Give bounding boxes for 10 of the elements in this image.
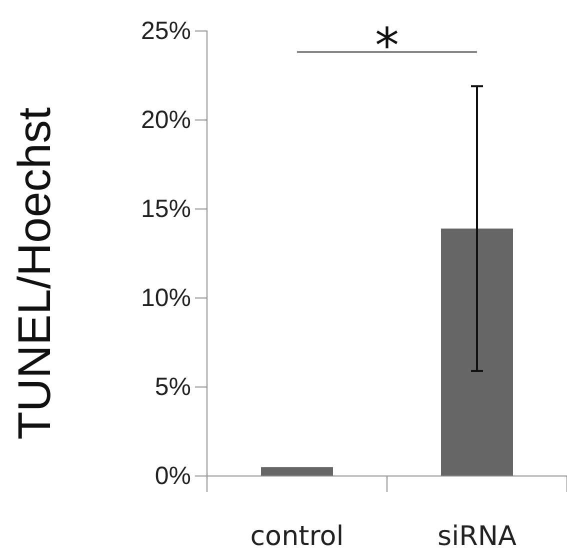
y-tick-label: 10% bbox=[140, 284, 191, 312]
annotation: * bbox=[375, 18, 399, 74]
y-axis-title: TUNEL/Hoechst bbox=[8, 107, 60, 440]
y-tick-label: 15% bbox=[140, 195, 191, 223]
x-tick-label: siRNA bbox=[438, 521, 518, 552]
y-tick-label: 20% bbox=[140, 106, 191, 134]
y-tick-label: 0% bbox=[154, 462, 191, 490]
y-tick-label: 25% bbox=[140, 17, 191, 45]
x-tick-label: control bbox=[250, 521, 344, 552]
y-tick-label: 5% bbox=[154, 373, 191, 401]
